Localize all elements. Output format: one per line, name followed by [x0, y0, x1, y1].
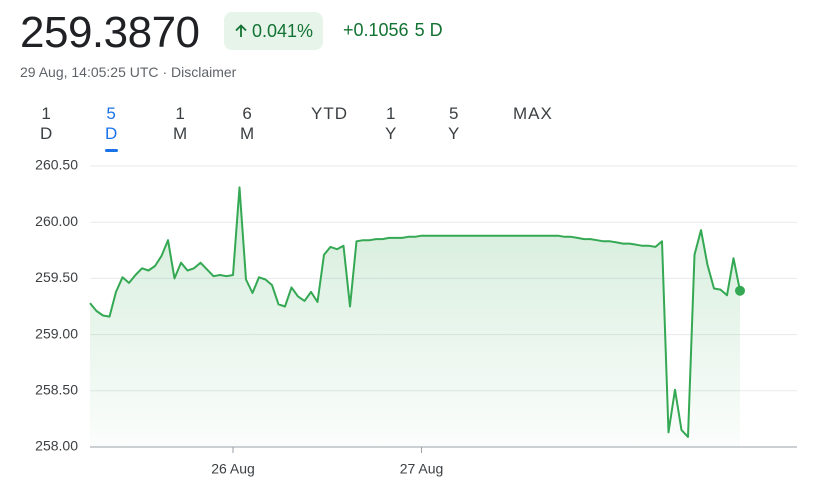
- price: 259.3870: [20, 8, 200, 57]
- range-tab[interactable]: MAX: [513, 104, 553, 132]
- change-value: +0.1056: [343, 20, 409, 40]
- disclaimer-link[interactable]: Disclaimer: [171, 64, 237, 80]
- y-tick-label: 259.50: [35, 269, 78, 285]
- meta: 29 Aug, 14:05:25 UTC · Disclaimer: [20, 64, 236, 80]
- last-point: [735, 285, 745, 296]
- up-arrow-icon: [235, 24, 247, 37]
- range-tab[interactable]: 5 Y: [448, 104, 460, 152]
- y-tick-label: 258.50: [35, 382, 78, 398]
- range-tab[interactable]: 1 Y: [385, 104, 397, 152]
- range-tab[interactable]: 6 M: [240, 104, 255, 152]
- y-tick-label: 258.00: [35, 438, 78, 454]
- change: +0.1056 5 D: [343, 20, 443, 41]
- y-tick-label: 260.50: [35, 157, 78, 173]
- separator: ·: [162, 64, 168, 80]
- range-tab[interactable]: 1 D: [40, 104, 53, 152]
- range-tab[interactable]: 1 M: [173, 104, 188, 152]
- change-percent: 0.041%: [252, 20, 314, 41]
- y-tick-label: 260.00: [35, 213, 78, 229]
- x-tick-label: 27 Aug: [400, 461, 444, 477]
- price-line: [89, 186, 741, 438]
- range-tab[interactable]: YTD: [311, 104, 348, 132]
- y-tick-label: 259.00: [35, 325, 78, 341]
- x-tick-label: 26 Aug: [211, 461, 255, 477]
- timestamp: 29 Aug, 14:05:25 UTC: [20, 64, 159, 80]
- period: 5 D: [414, 20, 443, 40]
- range-tab[interactable]: 5 D: [105, 104, 119, 152]
- change-badge: 0.041%: [224, 12, 324, 50]
- area: [90, 187, 740, 447]
